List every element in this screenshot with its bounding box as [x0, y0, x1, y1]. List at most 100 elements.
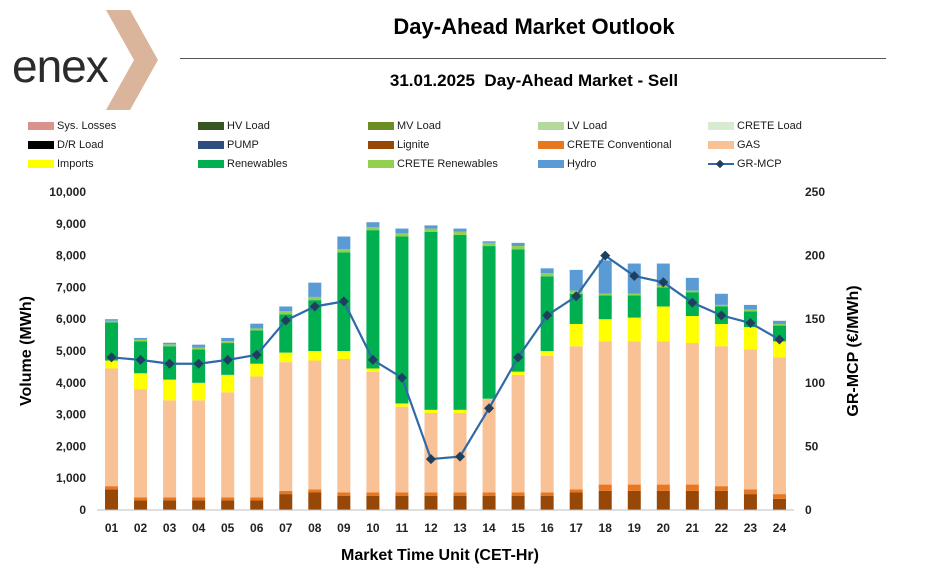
x-tick-label: 11	[396, 521, 409, 535]
bar-imports-10	[366, 368, 380, 372]
bar-imports-05	[221, 374, 235, 393]
bar-hydro-08	[308, 282, 322, 297]
bar-gas-22	[714, 346, 728, 487]
y-axis-label: Volume (MWh)	[18, 296, 35, 406]
gr-mcp-marker-14	[484, 403, 495, 414]
legend-item-renewables: Renewables	[198, 155, 288, 173]
y-tick-label: 0	[79, 503, 86, 517]
bar-crete-conventional-12	[424, 492, 438, 496]
bar-gas-21	[685, 343, 699, 485]
x-tick-label: 07	[279, 521, 293, 535]
bar-lignite-05	[221, 500, 235, 510]
bar-gas-08	[308, 360, 322, 490]
y-tick-label: 9,000	[56, 217, 86, 231]
gr-mcp-marker-13	[455, 451, 466, 462]
bar-crete-renewables-21	[685, 290, 699, 293]
bar-imports-06	[250, 363, 264, 377]
bar-lignite-12	[424, 495, 438, 510]
gr-mcp-line	[111, 254, 781, 461]
bar-renewables-14	[482, 246, 496, 399]
bar-crete-renewables-15	[511, 246, 525, 250]
bar-hydro-05	[221, 337, 235, 342]
bar-imports-13	[453, 409, 467, 414]
legend-swatch	[538, 122, 564, 130]
gr-mcp-marker-15	[513, 352, 524, 363]
bar-lignite-10	[366, 495, 380, 510]
legend-label: CRETE Renewables	[397, 158, 498, 170]
gr-mcp-marker-01	[106, 352, 117, 363]
bar-lignite-08	[308, 492, 322, 510]
x-tick-label: 08	[308, 521, 322, 535]
y-tick-label: 1,000	[56, 471, 86, 485]
bar-imports-07	[279, 352, 293, 363]
gr-mcp-marker-19	[629, 270, 640, 281]
bar-hydro-18	[598, 260, 612, 294]
bar-gas-12	[424, 413, 438, 493]
legend-label: Lignite	[397, 139, 430, 151]
bar-crete-conventional-03	[163, 497, 177, 501]
bar-crete-conventional-02	[134, 497, 148, 501]
bar-crete-conventional-01	[105, 486, 119, 490]
bar-crete-conventional-10	[366, 492, 380, 496]
bar-gas-16	[540, 355, 554, 493]
legend-swatch	[708, 160, 734, 168]
gr-mcp-marker-02	[135, 354, 146, 365]
gr-mcp-marker-09	[338, 296, 349, 307]
bar-imports-18	[598, 319, 612, 342]
x-tick-label: 02	[134, 521, 148, 535]
bar-imports-04	[192, 382, 206, 401]
bar-imports-16	[540, 351, 554, 356]
legend-item-crete-conventional: CRETE Conventional	[538, 136, 672, 154]
legend-label: Hydro	[567, 158, 597, 170]
bar-crete-renewables-13	[453, 231, 467, 235]
bar-lignite-06	[250, 500, 264, 510]
bar-hydro-12	[424, 225, 438, 229]
bar-imports-08	[308, 351, 322, 361]
bar-crete-renewables-10	[366, 226, 380, 231]
y2-axis-ticks: 0 50 100 150 200 250	[805, 185, 825, 517]
legend-swatch	[198, 141, 224, 149]
legend-item-gr-mcp: GR-MCP	[708, 155, 782, 173]
bar-crete-renewables-23	[743, 309, 757, 312]
bar-gas-05	[221, 392, 235, 498]
bar-crete-conventional-20	[656, 484, 670, 491]
bar-crete-renewables-24	[772, 323, 786, 326]
bar-lignite-15	[511, 495, 525, 510]
y2-tick-label: 250	[805, 185, 825, 199]
legend-item-hydro: Hydro	[538, 155, 596, 173]
legend-item-hv-load: HV Load	[198, 117, 270, 135]
bars-layer	[105, 222, 786, 510]
bar-imports-22	[714, 323, 728, 347]
y2-tick-label: 0	[805, 503, 812, 517]
x-tick-label: 09	[337, 521, 351, 535]
x-tick-label: 21	[686, 521, 700, 535]
legend-label: D/R Load	[57, 139, 104, 151]
bar-gas-20	[656, 341, 670, 485]
bar-crete-renewables-18	[598, 293, 612, 296]
bar-renewables-15	[511, 249, 525, 372]
x-tick-label: 16	[540, 521, 554, 535]
bar-crete-renewables-12	[424, 228, 438, 232]
gr-mcp-marker-17	[571, 291, 582, 302]
bar-lignite-21	[685, 490, 699, 510]
bar-lignite-11	[395, 495, 409, 510]
legend-label: Imports	[57, 158, 94, 170]
y2-tick-label: 100	[805, 376, 825, 390]
bar-hydro-10	[366, 222, 380, 227]
page-title: Day-Ahead Market Outlook	[393, 14, 675, 39]
bar-lignite-14	[482, 495, 496, 510]
bar-crete-renewables-04	[192, 347, 206, 350]
bar-hydro-17	[569, 269, 583, 291]
bar-crete-renewables-07	[279, 311, 293, 315]
bar-gas-18	[598, 341, 612, 485]
bar-imports-19	[627, 317, 641, 342]
bar-renewables-19	[627, 295, 641, 318]
bar-crete-conventional-05	[221, 497, 235, 501]
legend-label: LV Load	[567, 120, 608, 132]
bar-renewables-01	[105, 322, 119, 361]
x-tick-label: 14	[482, 521, 496, 535]
legend-label: GR-MCP	[737, 158, 782, 170]
gr-mcp-marker-08	[309, 301, 320, 312]
bar-crete-conventional-24	[772, 494, 786, 499]
bar-crete-conventional-06	[250, 497, 264, 501]
